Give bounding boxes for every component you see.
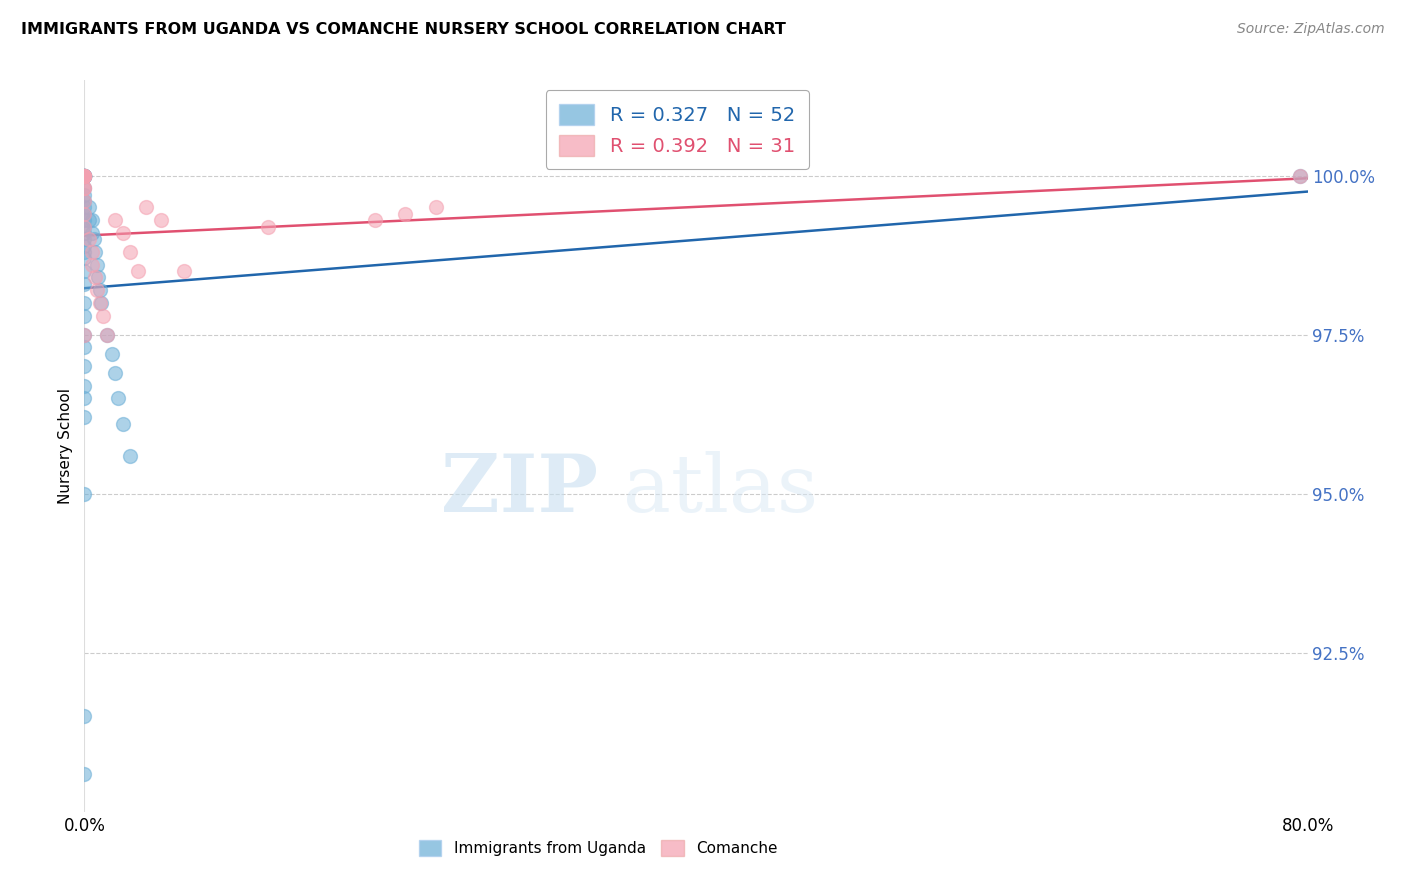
Point (87, 270, 110, 285)
Point (77, 213, 100, 227)
Point (120, 449, 142, 463)
Point (73, 232, 96, 246)
Point (73, 327, 96, 342)
Point (73, 245, 96, 260)
Point (80, 245, 103, 260)
Point (80, 258, 103, 272)
Point (73, 169, 96, 183)
Point (86, 283, 108, 297)
Point (73, 169, 96, 183)
Point (101, 347, 124, 361)
Point (73, 181, 96, 195)
Point (73, 169, 96, 183)
Point (73, 169, 96, 183)
Point (73, 194, 96, 208)
Point (73, 207, 96, 221)
Point (73, 238, 96, 252)
Point (73, 486, 96, 500)
Point (83, 232, 105, 246)
Legend: Immigrants from Uganda, Comanche: Immigrants from Uganda, Comanche (412, 834, 783, 863)
Point (90, 296, 112, 310)
Point (73, 207, 96, 221)
Point (73, 169, 96, 183)
Point (91, 309, 114, 323)
Point (104, 213, 127, 227)
Point (73, 181, 96, 195)
Point (73, 213, 96, 227)
Point (73, 219, 96, 234)
Point (73, 359, 96, 374)
Point (86, 258, 108, 272)
Point (425, 201, 447, 215)
Point (120, 245, 142, 260)
Point (73, 277, 96, 291)
Point (73, 252, 96, 266)
Point (73, 169, 96, 183)
Text: atlas: atlas (623, 450, 818, 529)
Point (73, 181, 96, 195)
Point (135, 201, 157, 215)
Point (73, 169, 96, 183)
Point (104, 366, 127, 380)
Point (73, 169, 96, 183)
Point (73, 392, 96, 406)
Text: Source: ZipAtlas.com: Source: ZipAtlas.com (1237, 22, 1385, 37)
Point (73, 296, 96, 310)
Point (1289, 169, 1312, 183)
Point (127, 264, 149, 278)
Point (364, 213, 387, 227)
Point (73, 219, 96, 234)
Text: IMMIGRANTS FROM UGANDA VS COMANCHE NURSERY SCHOOL CORRELATION CHART: IMMIGRANTS FROM UGANDA VS COMANCHE NURSE… (21, 22, 786, 37)
Point (73, 169, 96, 183)
Text: ZIP: ZIP (441, 450, 598, 529)
Point (73, 187, 96, 202)
Point (394, 207, 416, 221)
Point (73, 169, 96, 183)
Point (1289, 169, 1312, 183)
Point (107, 392, 129, 406)
Point (111, 417, 134, 431)
Point (73, 169, 96, 183)
Point (77, 201, 100, 215)
Point (73, 309, 96, 323)
Point (84, 245, 107, 260)
Point (73, 226, 96, 240)
Point (80, 226, 103, 240)
Point (73, 169, 96, 183)
Point (73, 169, 96, 183)
Point (173, 264, 195, 278)
Point (77, 232, 100, 246)
Point (80, 213, 103, 227)
Point (73, 766, 96, 780)
Point (73, 169, 96, 183)
Point (89, 283, 111, 297)
Point (73, 201, 96, 215)
Y-axis label: Nursery School: Nursery School (58, 388, 73, 504)
Point (84, 270, 107, 285)
Point (73, 194, 96, 208)
Point (73, 169, 96, 183)
Point (149, 213, 172, 227)
Point (73, 410, 96, 425)
Point (96, 327, 118, 342)
Point (73, 169, 96, 183)
Point (89, 296, 111, 310)
Point (73, 327, 96, 342)
Point (96, 327, 118, 342)
Point (73, 378, 96, 392)
Point (73, 340, 96, 354)
Point (111, 226, 134, 240)
Point (257, 219, 280, 234)
Point (73, 264, 96, 278)
Point (73, 709, 96, 723)
